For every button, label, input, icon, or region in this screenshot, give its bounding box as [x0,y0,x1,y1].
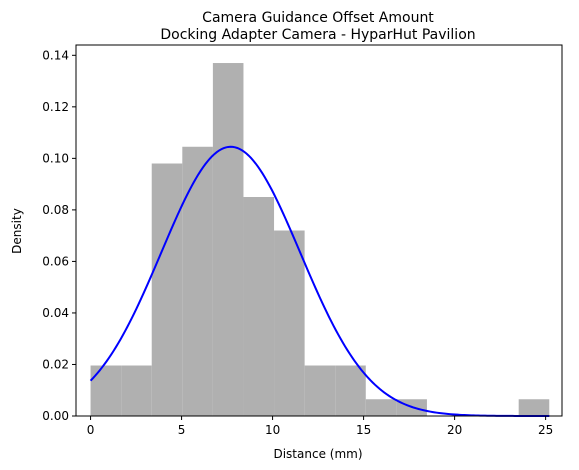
x-tick-label: 25 [538,423,553,437]
histogram-bar [335,365,366,416]
y-tick-label: 0.02 [42,357,69,371]
x-tick-label: 0 [87,423,95,437]
y-tick-label: 0.10 [42,151,69,165]
x-tick-label: 5 [178,423,186,437]
x-tick-label: 20 [447,423,462,437]
density-curve [89,145,550,417]
histogram-bar [518,399,550,416]
y-axis-ticks: 0.00 0.02 0.04 0.06 0.08 0.10 0.12 0.14 [42,48,76,423]
histogram-bar [365,399,397,416]
y-axis-label: Density [10,208,24,254]
curve-layer [89,145,550,417]
histogram-bars [90,63,550,416]
histogram-bar [121,365,152,416]
histogram-bar [212,63,244,416]
x-tick-label: 15 [356,423,371,437]
y-tick-label: 0.08 [42,203,69,217]
chart-title: Camera Guidance Offset Amount [202,10,434,26]
x-tick-label: 10 [265,423,280,437]
histogram-bar [243,197,275,416]
histogram-bar [304,365,336,416]
y-tick-label: 0.00 [42,409,69,423]
y-tick-label: 0.04 [42,306,69,320]
x-axis-ticks: 0 5 10 15 20 25 [87,416,553,437]
histogram-bar [151,163,183,416]
histogram-bar [182,146,213,416]
histogram-bar [274,230,305,416]
x-axis-label: Distance (mm) [273,447,362,461]
chart-subtitle: Docking Adapter Camera - HyparHut Pavili… [160,27,475,43]
plot-frame [75,44,563,417]
y-tick-label: 0.14 [42,48,69,62]
y-tick-label: 0.06 [42,254,69,268]
y-tick-label: 0.12 [42,100,69,114]
histogram-bar [90,365,122,416]
